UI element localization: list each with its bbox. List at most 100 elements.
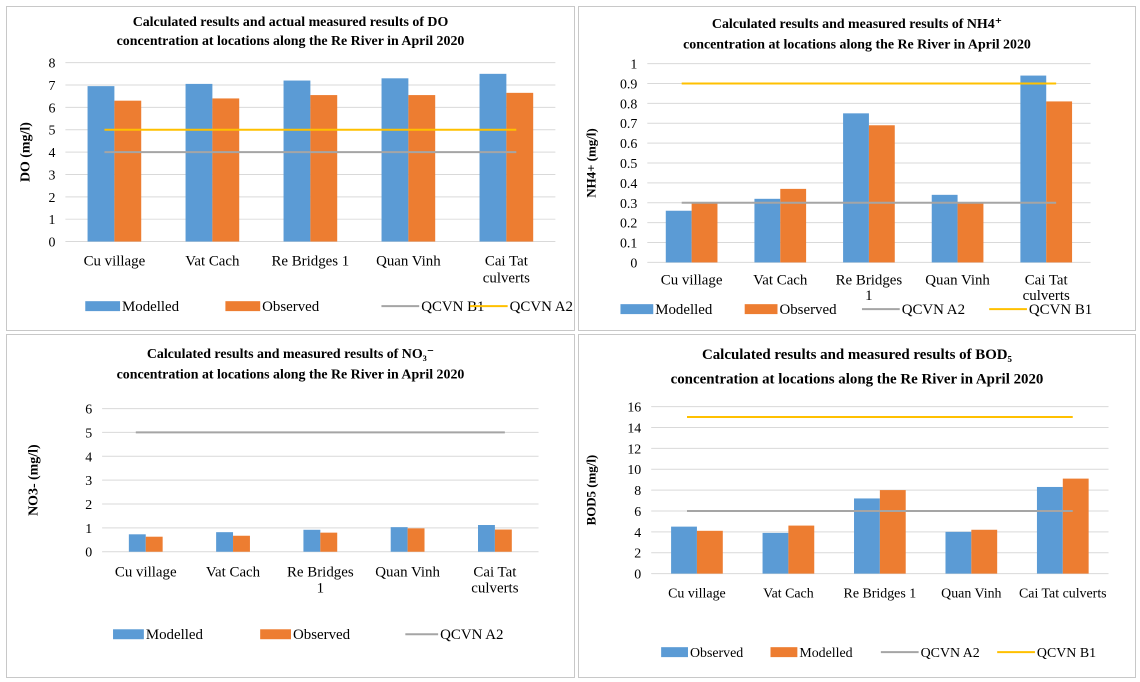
y-tick-label: 0.2: [620, 217, 637, 232]
x-category-label: Cu village: [661, 272, 723, 288]
legend-label: QCVN B1: [1037, 646, 1096, 661]
bar-observed-cu-village: [114, 100, 142, 242]
legend-swatch: [113, 629, 144, 640]
y-tick-label: 2: [634, 547, 641, 562]
bar-observed-cai-tat-culverts: [506, 92, 534, 242]
y-tick-label: 4: [49, 146, 56, 161]
legend-item-observed: Observed: [225, 299, 320, 315]
x-category-label: Quan Vinh: [375, 565, 440, 581]
legend-label: Observed: [779, 302, 837, 318]
x-category-label: Vat Cach: [753, 272, 808, 288]
chart-svg: Calculated results and measured results …: [26, 347, 539, 643]
bar-modelled-vat-cach: [216, 532, 234, 552]
no3-chart-panel: Calculated results and measured results …: [6, 334, 575, 678]
y-tick-label: 2: [85, 498, 92, 513]
bar-observed-vat-cach: [212, 98, 240, 242]
bar-observed-vat-cach: [762, 532, 789, 574]
legend-item-modelled: Modelled: [770, 646, 853, 661]
y-tick-label: 6: [85, 403, 92, 418]
y-tick-label: 6: [634, 505, 641, 520]
bar-modelled-cai-tat-culverts: [1062, 478, 1089, 574]
bar-observed-quan-vinh: [408, 95, 436, 242]
y-tick-label: 0.3: [620, 197, 637, 212]
bar-modelled-vat-cach: [185, 83, 213, 242]
x-category-label: Cu village: [115, 565, 177, 581]
chart-svg: Calculated results and measured results …: [584, 17, 1093, 318]
y-tick-label: 16: [627, 401, 641, 416]
y-tick-label: 4: [85, 450, 92, 465]
chart-title-line: concentration at locations along the Re …: [671, 372, 1044, 388]
legend-item-qcvn-b1: QCVN B1: [381, 299, 484, 315]
chart-title-line: concentration at locations along the Re …: [117, 368, 465, 383]
y-tick-label: 1: [49, 213, 56, 228]
x-category-label: Quan Vinh: [376, 253, 441, 269]
legend-label: Observed: [293, 627, 351, 643]
x-category-label: Cu village: [84, 253, 146, 269]
legend-swatch: [225, 301, 261, 312]
bod5-chart-panel: Calculated results and measured results …: [578, 334, 1136, 678]
legend-item-modelled: Modelled: [620, 302, 713, 318]
x-category-label: Vat Cach: [763, 586, 814, 601]
legend-item-modelled: Modelled: [85, 299, 180, 315]
legend-item-qcvn-b1: QCVN B1: [997, 646, 1096, 661]
bar-modelled-cu-village: [128, 534, 146, 552]
bar-observed-re-bridges-1: [310, 95, 338, 242]
legend-item-qcvn-a2: QCVN A2: [880, 646, 980, 661]
legend-label: Observed: [690, 646, 743, 661]
legend-swatch: [85, 301, 121, 312]
bar-modelled-vat-cach: [788, 525, 815, 574]
y-axis-label: NH4+ (mg/l): [584, 128, 599, 197]
bar-observed-cai-tat-culverts: [1046, 101, 1073, 263]
y-tick-label: 0.1: [620, 237, 637, 252]
bar-observed-quan-vinh: [407, 528, 425, 552]
y-tick-label: 1: [85, 522, 92, 537]
x-category-label: Cu village: [668, 586, 726, 601]
legend-label: Modelled: [655, 302, 713, 318]
x-category-label: Cai Tat culverts: [1023, 272, 1070, 304]
y-tick-label: 2: [49, 191, 56, 206]
chart-title-line: concentration at locations along the Re …: [117, 34, 465, 49]
y-tick-label: 0.5: [620, 157, 637, 172]
legend-swatch: [260, 629, 291, 640]
do-chart-panel: Calculated results and actual measured r…: [6, 6, 575, 331]
legend-label: QCVN B1: [421, 299, 484, 315]
y-tick-label: 6: [49, 101, 56, 116]
bar-modelled-cu-village: [696, 530, 723, 574]
legend-item-observed: Observed: [744, 302, 837, 318]
legend-item-qcvn-a2: QCVN A2: [469, 299, 573, 315]
legend-label: QCVN A2: [440, 627, 503, 643]
y-axis-label: DO (mg/l): [19, 122, 34, 182]
legend-swatch: [770, 647, 798, 658]
y-tick-label: 0: [49, 236, 56, 251]
chart-title-line: concentration at locations along the Re …: [683, 38, 1031, 53]
x-category-label: Re Bridges 1: [271, 253, 349, 269]
bar-modelled-cu-village: [87, 86, 115, 242]
y-tick-label: 7: [49, 79, 56, 94]
y-tick-label: 5: [49, 124, 56, 139]
x-category-label: Cai Tat culverts: [1019, 586, 1107, 601]
legend-swatch: [744, 304, 778, 315]
legend-label: Modelled: [122, 299, 180, 315]
y-tick-label: 0.9: [620, 77, 637, 92]
bar-observed-cai-tat-culverts: [494, 529, 512, 552]
legend-item-qcvn-a2: QCVN A2: [405, 627, 503, 643]
bar-observed-re-bridges-1: [320, 532, 338, 552]
y-tick-label: 12: [627, 442, 641, 457]
y-tick-label: 4: [634, 526, 641, 541]
bar-observed-quan-vinh: [957, 202, 984, 263]
chart-title-line: Calculated results and measured results …: [702, 347, 1013, 363]
bar-modelled-re-bridges-1: [843, 113, 869, 263]
y-tick-label: 8: [49, 57, 56, 72]
legend-swatch: [661, 647, 688, 658]
legend-item-qcvn-b1: QCVN B1: [989, 302, 1092, 318]
x-category-label: Cai Tat culverts: [471, 565, 518, 597]
bar-modelled-vat-cach: [754, 198, 781, 263]
bar-observed-quan-vinh: [945, 531, 972, 574]
bar-modelled-re-bridges-1: [283, 80, 311, 242]
legend-item-observed: Observed: [260, 627, 351, 643]
bar-observed-re-bridges-1: [854, 498, 880, 574]
legend-item-observed: Observed: [661, 646, 743, 661]
y-tick-label: 5: [85, 426, 92, 441]
bar-observed-vat-cach: [780, 188, 807, 263]
legend-label: QCVN A2: [902, 302, 965, 318]
